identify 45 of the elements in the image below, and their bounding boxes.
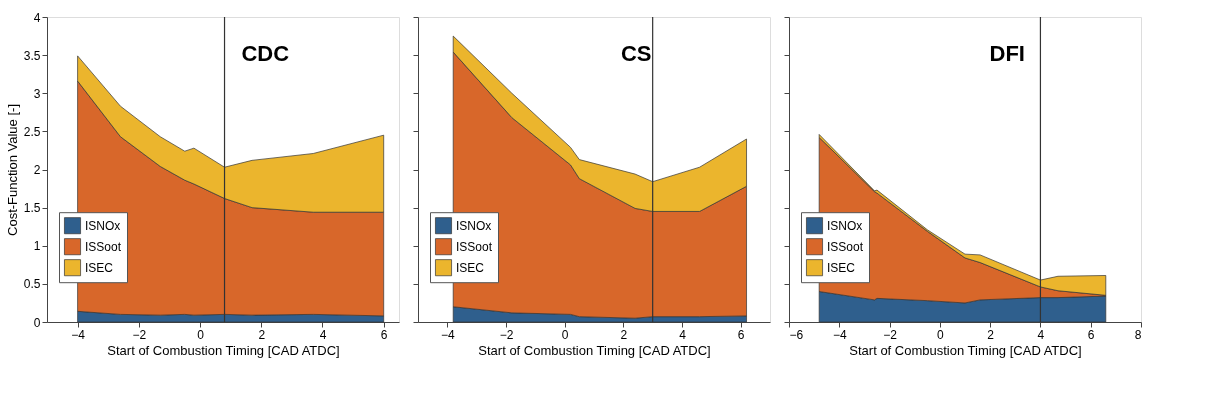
x-tick-label: 2	[987, 327, 995, 342]
x-tick-label: 2	[620, 327, 628, 342]
x-tick-label: 8	[1134, 327, 1142, 342]
x-tick-label: 2	[258, 327, 266, 342]
x-tick-label: −4	[832, 327, 847, 342]
x-tick-label: −2	[883, 327, 898, 342]
legend-label: ISEC	[827, 260, 856, 275]
x-tick-label: 4	[319, 327, 327, 342]
x-tick-label: −2	[132, 327, 147, 342]
x-tick-label: −4	[71, 327, 86, 342]
x-tick-label: 0	[937, 327, 945, 342]
y-tick-label: 1	[33, 239, 41, 254]
y-tick-label: 4	[33, 10, 41, 25]
y-tick-label: 2.5	[23, 124, 41, 139]
x-tick-label: −6	[789, 327, 804, 342]
legend-label: ISSoot	[85, 239, 122, 254]
x-tick-label: −4	[440, 327, 455, 342]
legend-label: ISNOx	[85, 218, 121, 233]
x-tick-label: 4	[679, 327, 687, 342]
x-tick-label: 6	[1087, 327, 1095, 342]
y-axis-title: Cost-Function Value [-]	[4, 104, 20, 236]
legend-label: ISEC	[456, 260, 485, 275]
y-tick-label: 2	[33, 163, 41, 177]
y-tick-label: 3	[33, 86, 41, 101]
legend-label: ISSoot	[827, 239, 864, 254]
y-tick-label: 0.5	[23, 277, 41, 292]
text: CDC	[241, 40, 290, 66]
legend-label: ISEC	[85, 260, 114, 275]
x-tick-label: 0	[197, 327, 205, 342]
x-axis-title: Start of Combustion Timing [CAD ATDC]	[478, 342, 711, 358]
text: DFI	[989, 40, 1025, 66]
x-tick-label: −2	[499, 327, 514, 342]
x-axis-title: Start of Combustion Timing [CAD ATDC]	[107, 342, 340, 358]
legend-label: ISSoot	[456, 239, 493, 254]
legend-label: ISNOx	[456, 218, 492, 233]
text: CS	[620, 40, 652, 66]
x-tick-label: 6	[380, 327, 388, 342]
legend-label: ISNOx	[827, 218, 863, 233]
x-axis-title: Start of Combustion Timing [CAD ATDC]	[849, 342, 1082, 358]
x-tick-label: 0	[561, 327, 569, 342]
y-tick-label: 1.5	[23, 201, 41, 216]
x-tick-label: 4	[1037, 327, 1045, 342]
x-tick-label: 6	[737, 327, 745, 342]
y-tick-label: 0	[33, 315, 41, 330]
y-tick-label: 3.5	[23, 48, 41, 63]
